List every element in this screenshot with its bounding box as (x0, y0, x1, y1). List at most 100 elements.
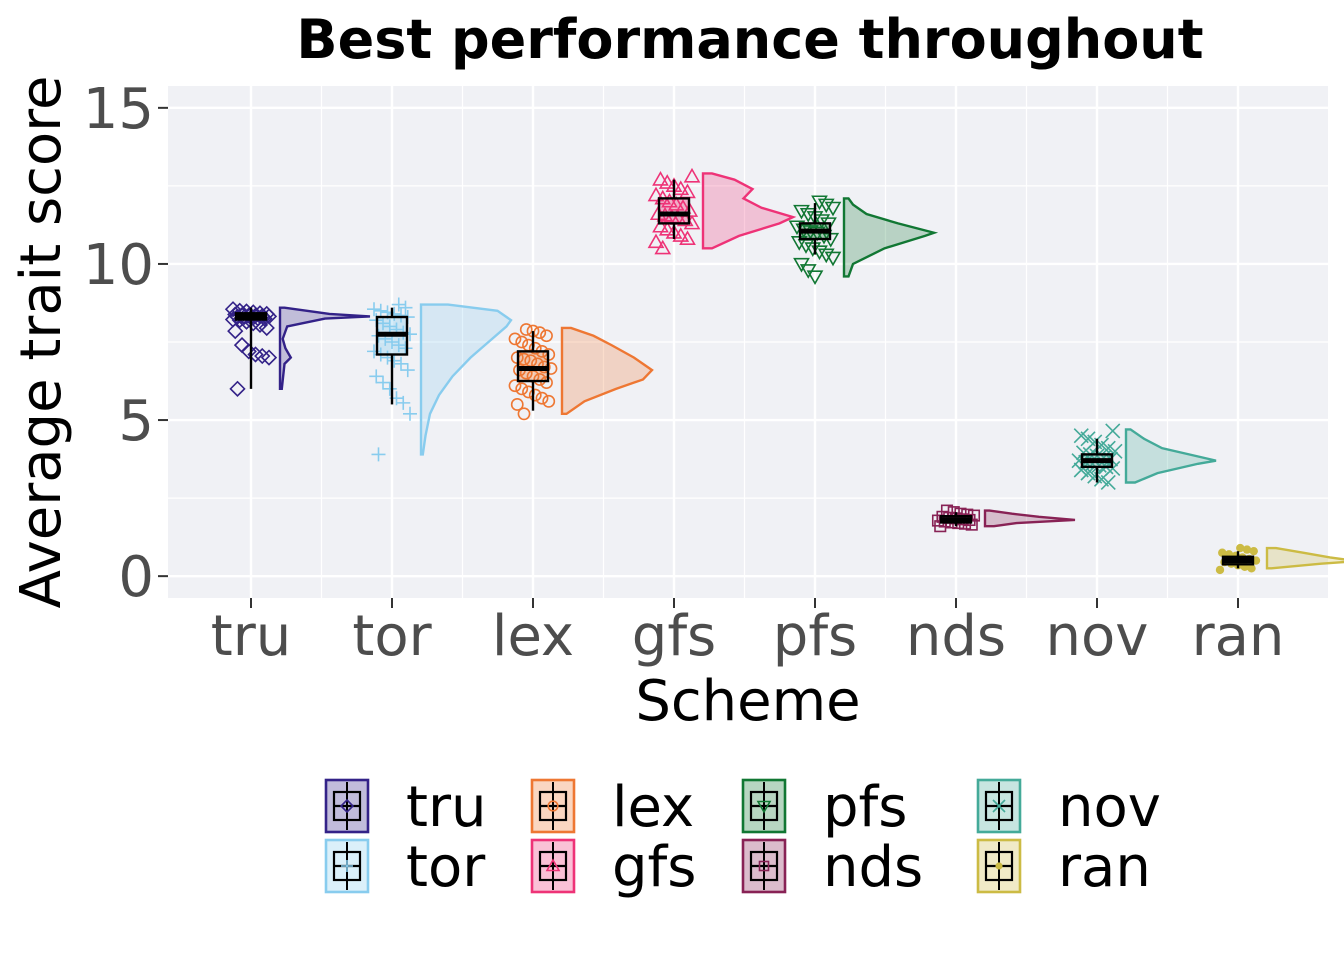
legend-item-nds: nds (741, 835, 923, 900)
point-pfs (799, 207, 817, 223)
point-pfs (793, 204, 810, 220)
point-tor (369, 369, 384, 384)
point-tor (394, 308, 408, 323)
x-tick-label: gfs (632, 604, 716, 669)
x-tick-label: nds (906, 604, 1006, 669)
violin-tru (278, 306, 371, 391)
point-lex (517, 407, 531, 421)
point-lex (542, 394, 556, 408)
point-lex (515, 335, 529, 349)
point-tru (229, 380, 246, 397)
y-tick-label: 0 (118, 545, 154, 610)
point-ran (1218, 548, 1227, 557)
point-tor (394, 356, 408, 371)
point-tor (373, 303, 388, 318)
point-tor (396, 395, 411, 410)
point-tru (227, 322, 244, 340)
y-tick-label: 15 (83, 77, 154, 142)
violin-pfs (842, 197, 939, 278)
x-axis-title: Scheme (635, 669, 860, 734)
legend-label-tor: tor (406, 835, 486, 900)
point-pfs (813, 214, 831, 229)
x-axis: tru tor lex gfs pfs nds nov ran (211, 598, 1285, 669)
legend-label-nov: nov (1058, 775, 1161, 840)
point-gfs (652, 217, 669, 233)
series-tor (367, 297, 513, 462)
point-tor (400, 363, 415, 378)
point-gfs (679, 230, 696, 246)
legend-item-pfs: pfs (741, 775, 907, 840)
legend-key-marker (341, 860, 353, 872)
point-tor (382, 381, 397, 396)
point-tor (387, 353, 402, 368)
point-gfs (658, 220, 676, 236)
point-tor (398, 341, 413, 356)
violin-nds (983, 509, 1076, 528)
legend-key-marker (758, 860, 770, 872)
point-tor (371, 447, 386, 462)
series-tru (224, 301, 371, 397)
point-ran (1247, 564, 1256, 573)
point-gfs (672, 180, 690, 196)
point-lex (528, 341, 542, 355)
point-tor (391, 338, 406, 353)
x-tick-label: tru (211, 604, 291, 669)
point-tru (258, 319, 275, 337)
legend-item-tru: tru (324, 775, 486, 840)
series-lex (508, 323, 654, 421)
violin-gfs (701, 172, 797, 250)
point-pfs (804, 242, 822, 257)
violin-tor (419, 303, 513, 456)
point-lex (508, 379, 522, 393)
point-tor (367, 302, 381, 317)
point-nov (1107, 443, 1123, 459)
point-tor (391, 297, 406, 312)
point-lex (508, 332, 522, 346)
y-axis-title: Average trait score (9, 76, 74, 609)
point-tor (367, 344, 381, 359)
point-pfs (806, 270, 824, 286)
point-ran (1236, 543, 1245, 553)
point-gfs (652, 171, 669, 186)
legend-label-gfs: gfs (612, 835, 696, 900)
point-ran (1215, 565, 1225, 575)
point-gfs (661, 192, 678, 208)
point-lex (515, 382, 529, 396)
point-tor (376, 316, 390, 331)
point-lex (540, 376, 553, 389)
point-gfs (658, 174, 676, 189)
point-gfs (683, 167, 701, 183)
violin-ran (1265, 546, 1344, 570)
legend-label-ran: ran (1058, 835, 1151, 900)
point-lex (540, 329, 553, 343)
point-pfs (811, 195, 828, 211)
series-gfs (647, 167, 797, 255)
x-tick-label: pfs (773, 604, 857, 669)
series-layer (224, 167, 1344, 575)
point-pfs (817, 198, 835, 214)
box-gfs (657, 197, 691, 225)
point-lex (528, 388, 542, 402)
point-pfs (824, 201, 842, 217)
point-tor (382, 319, 397, 334)
legend-label-tru: tru (406, 775, 486, 840)
series-nds (931, 504, 1076, 533)
legend-label-lex: lex (612, 775, 694, 840)
point-tor (403, 406, 417, 421)
point-gfs (647, 186, 665, 202)
legend-label-pfs: pfs (823, 775, 907, 840)
chart-title: Best performance throughout (296, 8, 1203, 71)
point-nov (1100, 474, 1116, 491)
point-tor (376, 375, 390, 390)
point-tor (385, 335, 399, 349)
series-pfs (788, 195, 939, 286)
legend-key-marker (995, 862, 1003, 870)
point-ran (1249, 546, 1258, 556)
legend-label-nds: nds (823, 835, 923, 900)
x-tick-label: ran (1192, 604, 1285, 669)
point-tor (398, 300, 413, 315)
legend-key-marker (339, 798, 355, 814)
legend-key-marker (547, 800, 559, 812)
point-lex (535, 391, 549, 405)
